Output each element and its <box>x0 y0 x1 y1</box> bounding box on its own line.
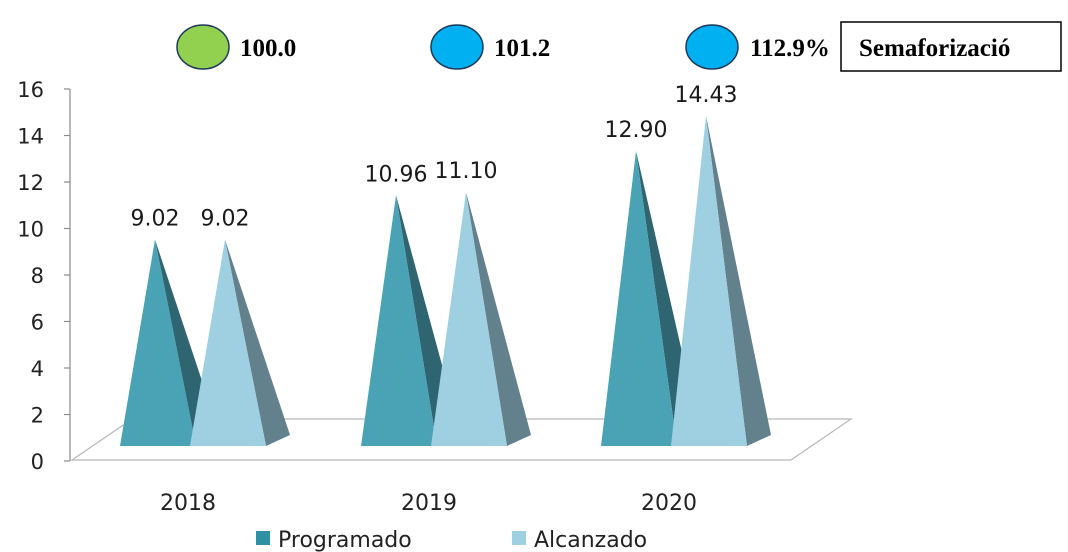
y-axis: 0 2 4 6 8 10 12 14 16 <box>17 78 71 474</box>
pyramid-alcanzado-2018 <box>190 239 266 446</box>
status-value-3: 112.9% <box>750 35 830 62</box>
y-tick-label: 4 <box>31 357 44 381</box>
y-tick-label: 10 <box>17 218 44 242</box>
y-tick-label: 0 <box>31 450 44 474</box>
data-label: 9.02 <box>201 207 250 232</box>
x-tick-label: 2020 <box>641 491 697 516</box>
pyramid-programado-2018 <box>120 239 196 446</box>
y-tick-label: 2 <box>31 404 44 428</box>
legend: Programado Alcanzado <box>256 528 647 552</box>
status-value-1: 100.0 <box>240 35 296 62</box>
pyramid-side <box>706 115 771 446</box>
plot-area <box>120 115 771 446</box>
legend-label-alcanzado: Alcanzado <box>534 528 647 552</box>
semaforizacion-title: Semaforizació <box>859 35 1010 62</box>
status-indicator-1 <box>176 24 230 70</box>
x-tick-label: 2018 <box>160 491 216 516</box>
y-tick-label: 16 <box>17 78 44 102</box>
pyramid-alcanzado-2019 <box>431 192 507 446</box>
data-label: 11.10 <box>435 159 498 184</box>
data-label: 9.02 <box>131 207 180 232</box>
legend-swatch-alcanzado <box>512 531 526 545</box>
legend-label-programado: Programado <box>278 528 412 552</box>
pyramid-programado-2020 <box>601 150 677 446</box>
data-label: 14.43 <box>675 83 738 108</box>
status-value-2: 101.2 <box>494 35 550 62</box>
pyramid-alcanzado-2020 <box>671 115 747 446</box>
y-tick-label: 14 <box>17 125 44 149</box>
x-axis: 2018 2019 2020 <box>160 491 697 516</box>
y-tick-label: 6 <box>31 311 44 335</box>
pyramid-side <box>225 239 290 446</box>
semaforizacion-box <box>840 21 1062 72</box>
y-tick-label: 12 <box>17 171 44 195</box>
y-tick-label: 8 <box>31 264 44 288</box>
data-labels: 9.02 10.96 12.90 9.02 11.10 14.43 <box>131 83 738 232</box>
data-label: 12.90 <box>605 118 668 143</box>
status-indicator-2 <box>430 24 484 70</box>
status-indicator-3 <box>685 24 739 70</box>
legend-swatch-programado <box>256 531 270 545</box>
pyramid-programado-2019 <box>361 195 437 446</box>
semaforizacion-bar: 100.0 101.2 112.9% Semaforizació <box>176 21 1062 72</box>
pyramid-side <box>466 192 531 446</box>
x-tick-label: 2019 <box>401 491 457 516</box>
data-label: 10.96 <box>365 162 428 187</box>
